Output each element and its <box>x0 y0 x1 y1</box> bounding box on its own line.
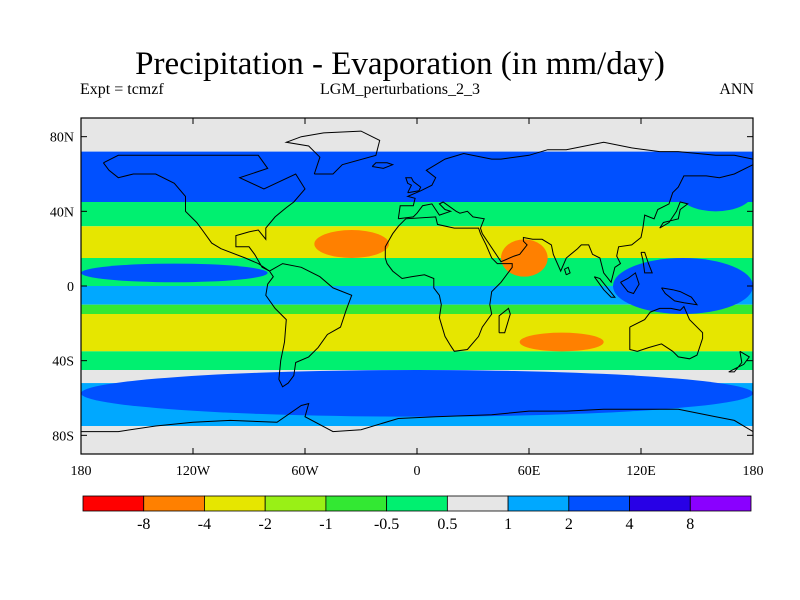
colorbar-label-9: 8 <box>686 516 694 533</box>
coastline-philippines <box>640 251 653 274</box>
map-band-1 <box>81 151 753 202</box>
x-axis: 180 120W 60W 0 60E 120E 180 <box>71 118 764 479</box>
coastline-uk <box>405 177 422 194</box>
colorbar-label-2: -2 <box>259 516 272 533</box>
y-tick-label-2: 0 <box>67 280 74 295</box>
map-band-2 <box>81 202 753 227</box>
colorbar-swatch-6 <box>446 495 509 512</box>
colorbar-swatch-7 <box>507 495 570 512</box>
map-band-6 <box>81 304 753 314</box>
colorbar-swatch-0 <box>82 495 145 512</box>
experiment-name: LGM_perturbations_2_3 <box>320 81 480 98</box>
map-region-0 <box>81 263 268 283</box>
coastline-africa <box>384 216 513 352</box>
y-tick-label-1: 40N <box>50 205 74 220</box>
season-label: ANN <box>719 81 754 98</box>
colorbar-swatch-1 <box>143 495 205 512</box>
colorbar-label-6: 1 <box>504 516 512 533</box>
map-band-8 <box>81 351 753 370</box>
coastline-borneo <box>620 272 640 295</box>
coastline-iceland <box>371 162 395 169</box>
coastline-australia <box>629 305 704 360</box>
experiment-label: Expt = tcmzf <box>80 81 164 98</box>
coastline-japan <box>659 201 689 229</box>
map-region-2 <box>314 230 389 258</box>
colorbar-label-0: -8 <box>137 516 150 533</box>
coastlines <box>81 130 753 433</box>
colorbar-swatch-9 <box>629 495 691 512</box>
x-tick-label-5: 120E <box>626 464 656 479</box>
map-band-7 <box>81 314 753 352</box>
colorbar-swatch-5 <box>386 495 448 512</box>
colorbar-swatch-4 <box>325 495 388 512</box>
map-band-5 <box>81 286 753 305</box>
colorbar-swatch-8 <box>568 495 630 512</box>
map-region-4 <box>519 332 604 352</box>
colorbar-label-8: 4 <box>626 516 634 533</box>
map-region-1 <box>613 258 753 314</box>
map-region-5 <box>81 370 753 417</box>
colorbar-label-4: -0.5 <box>374 516 399 533</box>
coastline-greenland <box>284 130 381 175</box>
colorbar-label-1: -4 <box>198 516 211 533</box>
x-tick-label-4: 60E <box>518 464 541 479</box>
coastline-eurasia <box>397 141 753 284</box>
x-tick-label-3: 0 <box>414 464 421 479</box>
colorbar-label-7: 2 <box>565 516 573 533</box>
x-tick-label-6: 180 <box>743 464 764 479</box>
y-axis: 80N 40N 0 40S 80S <box>50 131 753 444</box>
map-band-3 <box>81 226 753 258</box>
coastline-new-zealand <box>728 350 751 373</box>
coastline-sri-lanka <box>563 266 571 276</box>
y-tick-label-3: 40S <box>52 355 74 370</box>
x-tick-label-1: 120W <box>176 464 211 479</box>
coastline-madagascar <box>498 307 511 334</box>
colorbar-swatch-10 <box>689 495 752 512</box>
map-region-3 <box>500 239 548 277</box>
colorbar-swatch-2 <box>204 495 266 512</box>
coastline-sumatra <box>593 276 616 298</box>
coastline-antarctica <box>81 402 753 433</box>
map-region-6 <box>678 174 753 212</box>
y-tick-label-4: 80S <box>52 429 74 444</box>
x-tick-label-0: 180 <box>71 464 92 479</box>
y-tick-label-0: 80N <box>50 131 74 146</box>
x-tick-label-2: 60W <box>291 464 319 479</box>
chart-title: Precipitation - Evaporation (in mm/day) <box>135 46 665 82</box>
coastline-new-guinea <box>661 287 699 306</box>
map-regions-layer <box>81 174 753 417</box>
colorbar: -8 -4 -2 -1 -0.5 0.5 1 2 4 8 <box>82 495 752 533</box>
coastline-south-america <box>265 263 353 388</box>
coastline-north-america <box>102 154 306 272</box>
colorbar-label-5: 0.5 <box>437 516 457 533</box>
colorbar-label-3: -1 <box>319 516 332 533</box>
colorbar-swatch-3 <box>264 495 327 512</box>
